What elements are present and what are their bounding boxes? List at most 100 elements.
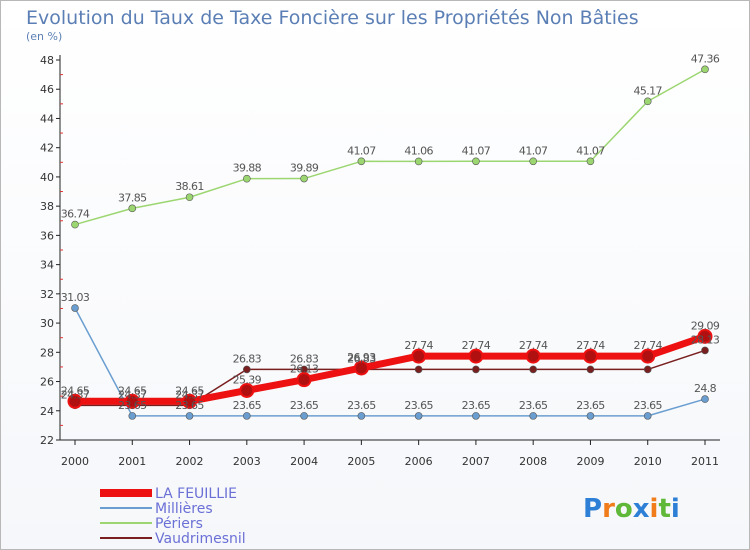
data-point <box>414 412 423 420</box>
data-point <box>525 348 541 364</box>
data-label: 23.65 <box>462 399 491 412</box>
data-label: 26.83 <box>347 352 376 365</box>
data-point <box>185 193 194 202</box>
y-tick-label: 24 <box>40 405 54 418</box>
data-point <box>643 97 652 106</box>
data-point <box>586 157 595 166</box>
x-tick-label: 2011 <box>691 455 719 468</box>
y-tick-label: 28 <box>40 346 54 359</box>
data-label: 38.61 <box>175 180 204 193</box>
data-point <box>472 365 480 374</box>
x-tick-label: 2002 <box>176 455 204 468</box>
x-tick-label: 2010 <box>634 455 662 468</box>
series-millières <box>71 304 709 420</box>
data-point <box>357 157 366 166</box>
data-label: 41.07 <box>462 144 491 157</box>
data-point <box>472 412 480 420</box>
logo-letter: x <box>633 494 650 524</box>
data-label: 25.39 <box>233 373 262 386</box>
data-label: 39.89 <box>290 162 319 175</box>
x-tick-label: 2008 <box>519 455 547 468</box>
data-label: 23.65 <box>633 399 662 412</box>
x-tick-label: 2007 <box>462 455 490 468</box>
y-tick-label: 32 <box>40 288 54 301</box>
data-label: 28.13 <box>691 333 720 346</box>
data-point <box>411 348 427 364</box>
x-tick-label: 2000 <box>61 455 89 468</box>
y-tick-label: 42 <box>40 142 54 155</box>
data-point <box>697 328 713 344</box>
legend-label: LA FEUILLIE <box>155 486 237 502</box>
data-label: 39.88 <box>233 162 262 175</box>
data-label: 41.07 <box>576 144 605 157</box>
data-label: 24.65 <box>175 384 204 397</box>
data-point <box>640 348 656 364</box>
y-tick-label: 30 <box>40 317 54 330</box>
data-label: 41.06 <box>404 144 433 157</box>
data-label: 24.37 <box>175 388 204 401</box>
x-tick-label: 2009 <box>576 455 604 468</box>
data-point <box>643 412 652 420</box>
y-tick-label: 40 <box>40 171 54 184</box>
data-point <box>414 365 423 374</box>
x-tick-label: 2004 <box>290 455 318 468</box>
data-label: 24.65 <box>118 384 147 397</box>
logo-letter: r <box>602 494 615 524</box>
series-line <box>71 332 709 405</box>
chart-title: Evolution du Taux de Taxe Foncière sur l… <box>26 7 639 29</box>
data-label: 47.36 <box>691 52 720 65</box>
data-point <box>243 174 251 183</box>
series-line <box>74 349 706 407</box>
logo-letter: P <box>583 494 602 524</box>
logo-text: Proxiti <box>583 494 680 524</box>
data-label: 27.74 <box>462 339 491 352</box>
data-label: 26.83 <box>290 352 319 365</box>
y-tick-label: 38 <box>40 200 54 213</box>
data-point <box>300 412 308 420</box>
axes: 22 24 26 28 30 32 34 36 38 40 42 44 46 48 2000 2001 2002… <box>40 54 720 468</box>
series-layer: 24.37 24.37 24.37 26.83 26.83 26.83 28.13 31.03… <box>61 52 721 420</box>
data-label: 26.13 <box>290 363 319 376</box>
data-label: 23.65 <box>404 399 433 412</box>
data-point <box>529 365 537 374</box>
data-label: 26.93 <box>347 351 376 364</box>
data-label: 26.83 <box>233 352 262 365</box>
data-point <box>582 348 598 364</box>
logo-letter: i <box>671 494 680 524</box>
data-point <box>357 412 366 420</box>
logo-letter: i <box>650 494 659 524</box>
series-la-feuillie <box>67 328 713 409</box>
data-point <box>124 393 140 409</box>
data-label: 27.74 <box>519 339 548 352</box>
data-point <box>182 393 198 409</box>
data-point <box>472 157 480 166</box>
data-label: 24.8 <box>694 382 717 395</box>
data-label: 23.65 <box>118 399 147 412</box>
data-label: 41.07 <box>519 144 548 157</box>
data-label: 24.37 <box>118 388 147 401</box>
data-point <box>71 304 79 312</box>
data-label: 36.74 <box>61 208 90 221</box>
proxiti-logo: Proxiti <box>583 494 680 524</box>
data-point <box>128 412 137 420</box>
logo-letter: t <box>658 494 670 524</box>
y-tick-label: 26 <box>40 376 54 389</box>
data-point <box>243 365 251 374</box>
data-point <box>128 204 137 213</box>
y-tick-label: 36 <box>40 229 54 242</box>
data-labels: 24.37 24.37 24.37 26.83 26.83 26.83 28.13 31.03… <box>61 52 721 412</box>
data-point <box>71 220 79 229</box>
y-tick-label: 46 <box>40 83 54 96</box>
data-label: 45.17 <box>633 84 662 97</box>
data-label: 23.65 <box>576 399 605 412</box>
data-label: 27.74 <box>633 339 662 352</box>
series-périers <box>71 65 709 229</box>
data-label: 23.65 <box>347 399 376 412</box>
data-point <box>529 157 537 166</box>
data-point <box>353 360 369 376</box>
data-label: 29.09 <box>691 319 720 332</box>
data-label: 23.65 <box>233 399 262 412</box>
